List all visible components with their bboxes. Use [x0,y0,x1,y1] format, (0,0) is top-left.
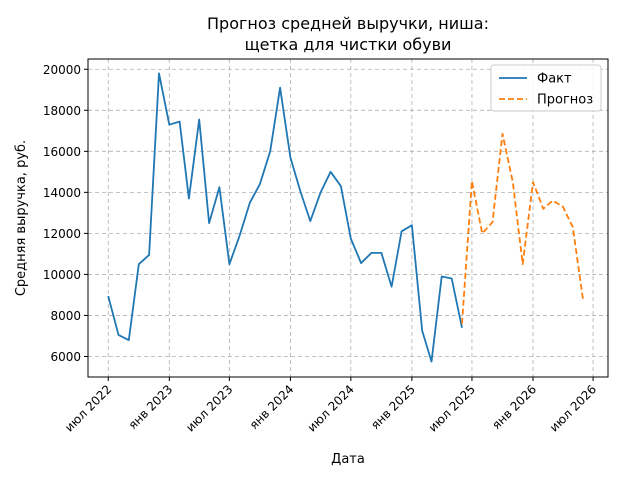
y-tick-label: 8000 [50,309,81,323]
y-tick-label: 20000 [43,63,81,77]
legend: Факт Прогноз [490,64,602,112]
legend-label-forecast: Прогноз [537,93,593,108]
chart-title-line-2: щетка для чистки обуви [245,35,452,54]
legend-label-fact: Факт [537,72,572,87]
series-line-forecast [461,132,584,324]
y-tick-label: 6000 [50,350,81,364]
y-tick-label: 12000 [43,227,81,241]
y-axis-ticks: 6000 8000 10000 12000 14000 16000 18000 20000 [43,63,88,364]
y-tick-label: 14000 [43,186,81,200]
y-tick-label: 10000 [43,268,81,282]
y-axis-label: Средняя выручка, руб. [14,140,29,296]
chart-title-line-1: Прогноз средней выручки, ниша: [207,14,489,33]
plot-frame [87,58,609,378]
series-line-fact [107,72,463,363]
x-axis-label: Дата [331,452,365,467]
y-tick-label: 18000 [43,104,81,118]
series-lines [107,72,584,363]
grid-lines [88,59,608,377]
y-tick-label: 16000 [43,145,81,159]
